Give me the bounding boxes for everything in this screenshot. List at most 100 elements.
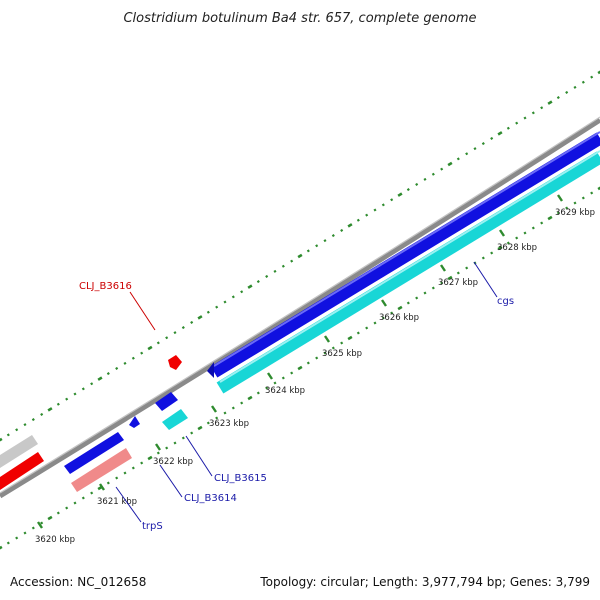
forward-cds-arrowhead — [207, 362, 214, 378]
tick-label: 3623 kbp — [209, 419, 249, 429]
track-dot — [590, 191, 594, 195]
track-dot — [231, 295, 235, 299]
track-dot — [373, 208, 377, 212]
tick-label: 3622 kbp — [153, 457, 193, 467]
label-CLJ_B3614: CLJ_B3614 — [184, 493, 237, 504]
track-dot — [497, 245, 503, 251]
track-dot — [523, 116, 527, 120]
track-dot — [240, 401, 244, 405]
track-dot — [465, 152, 469, 156]
track-dot — [131, 466, 135, 470]
track-dot — [573, 85, 577, 89]
track-dot — [247, 284, 253, 289]
gene-neutral-left[interactable] — [0, 435, 38, 468]
track-dot — [515, 236, 519, 240]
track-dot — [306, 249, 310, 253]
track-dot — [106, 481, 110, 485]
track-dot — [340, 341, 344, 345]
track-dot — [206, 421, 210, 425]
track-dot — [365, 213, 369, 217]
track-dot — [515, 121, 519, 125]
track-dot — [181, 436, 185, 440]
track-dot — [223, 411, 227, 415]
track-dot — [573, 201, 577, 205]
gene-red-left[interactable] — [0, 452, 44, 490]
gene-CLJ_B3615-fwd[interactable] — [155, 392, 178, 411]
track-dot — [265, 386, 269, 390]
tick-mark — [440, 264, 446, 272]
track-dot — [456, 271, 460, 275]
track-dot — [240, 290, 244, 294]
track-dot — [140, 461, 144, 465]
track-dot — [147, 345, 153, 351]
track-dot — [115, 476, 119, 480]
track-dot — [531, 226, 535, 230]
track-dot — [597, 186, 600, 191]
track-dot — [415, 182, 419, 186]
track-dot — [173, 441, 177, 445]
track-dot — [81, 387, 85, 391]
track-dot — [181, 326, 185, 330]
track-dot — [0, 437, 3, 442]
track-dot — [81, 496, 85, 500]
track-dot — [197, 425, 203, 431]
track-dot — [156, 341, 160, 345]
track-dot — [506, 241, 510, 245]
track-dot — [90, 382, 94, 386]
track-dot — [15, 536, 19, 540]
track-dot — [597, 70, 600, 75]
track-dot — [306, 361, 310, 365]
summary-text: Topology: circular; Length: 3,977,794 bp… — [259, 575, 590, 589]
track-dot — [356, 218, 360, 222]
track-dot — [481, 256, 485, 260]
track-dot — [56, 402, 60, 406]
gene-CLJ_B3616[interactable] — [168, 355, 182, 370]
outer-dotted-track — [0, 70, 600, 442]
track-dot — [115, 366, 119, 370]
track-dot — [565, 206, 569, 210]
track-dot — [556, 211, 560, 215]
reverse-cds-cgs[interactable] — [216, 151, 600, 394]
track-dot — [331, 346, 335, 350]
tick-label: 3624 kbp — [265, 386, 305, 396]
track-dot — [281, 264, 285, 268]
track-dot — [273, 269, 277, 273]
tick-mark — [557, 194, 563, 202]
track-dot — [281, 376, 285, 380]
track-dot — [540, 221, 544, 225]
tick-mark — [155, 443, 161, 451]
track-dot — [397, 192, 403, 197]
gene-trpS[interactable] — [71, 448, 132, 492]
track-dot — [215, 305, 219, 309]
track-dot — [531, 111, 535, 115]
track-dot — [31, 418, 35, 422]
track-dot — [31, 526, 35, 530]
tick-label: 3628 kbp — [497, 243, 537, 253]
track-dot — [447, 275, 453, 281]
track-dot — [540, 106, 544, 110]
track-dot — [215, 416, 219, 420]
tick-mark — [381, 299, 387, 307]
track-dot — [431, 172, 435, 176]
track-dot — [440, 281, 444, 285]
track-dot — [423, 177, 427, 181]
track-dot — [65, 397, 69, 401]
gene-CLJ_B3615[interactable] — [162, 409, 188, 430]
label-CLJ_B3615: CLJ_B3615 — [214, 473, 267, 484]
track-dot — [465, 266, 469, 270]
forward-cds-long[interactable] — [210, 132, 600, 378]
tick-mark — [324, 335, 330, 343]
inner-dotted-track — [0, 186, 600, 550]
track-dot — [331, 234, 335, 238]
track-dot — [431, 286, 435, 290]
gene-CLJ_B3614[interactable] — [129, 416, 140, 428]
track-dot — [556, 96, 560, 100]
track-dot — [40, 412, 44, 416]
track-dot — [40, 521, 44, 525]
track-dot — [140, 351, 144, 355]
gene-trpS-fwd[interactable] — [64, 432, 124, 474]
track-dot — [373, 321, 377, 325]
track-dot — [165, 336, 169, 340]
tick-label: 3620 kbp — [35, 535, 75, 545]
